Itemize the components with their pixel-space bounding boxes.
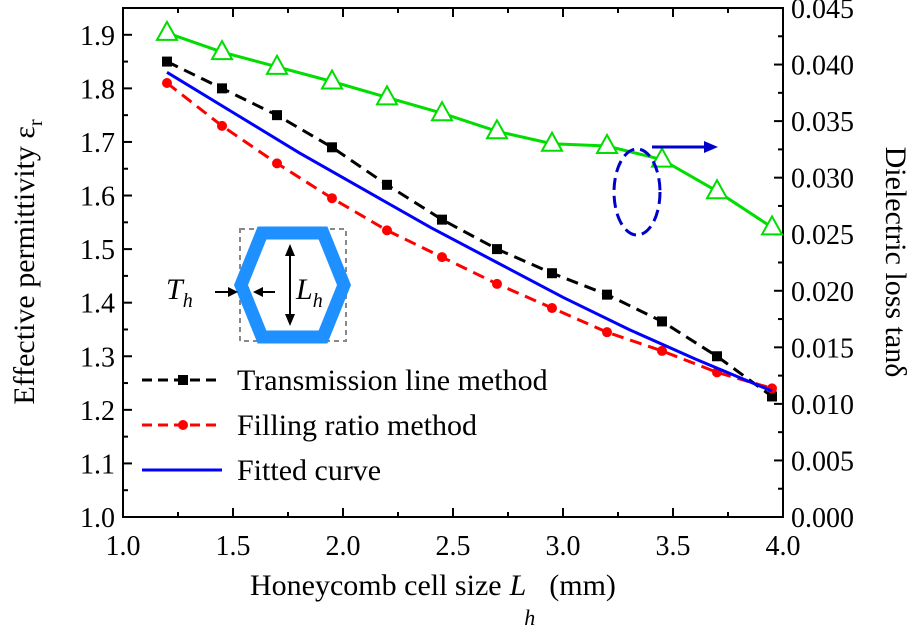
legend-label-fitted: Fitted curve	[237, 454, 381, 487]
honeycomb-inset: Th Lh	[166, 226, 352, 344]
marker-circle	[382, 225, 392, 236]
marker-triangle	[540, 130, 564, 152]
y2-tick-label: 0.040	[791, 51, 854, 82]
inset-Th-arrowhead-left-icon	[228, 287, 238, 297]
inset-Lh-arrow-top-icon	[285, 244, 295, 256]
legend-item-transmission: Transmission line method	[142, 364, 548, 397]
legend-marker-square	[178, 375, 188, 385]
y-axis-label: Effective permittivity εr	[8, 119, 47, 405]
axis-ticks: 1.0 1.5 2.0 2.5 3.0 3.5 4.0 1.0 1.1 1.2 1.3 1.4 1.5 1…	[80, 0, 854, 562]
legend-item-fitted: Fitted curve	[142, 454, 381, 487]
marker-square	[382, 179, 392, 190]
marker-triangle	[265, 53, 289, 75]
x-tick-label: 1.0	[106, 531, 141, 562]
marker-circle	[327, 193, 337, 204]
marker-square	[492, 244, 502, 255]
x-tick-label: 3.5	[656, 531, 691, 562]
marker-triangle	[210, 39, 234, 61]
y2-tick-label: 0.000	[791, 503, 854, 534]
y-tick-label: 1.5	[80, 235, 115, 266]
marker-circle	[162, 78, 172, 89]
y-tick-label: 1.7	[80, 128, 115, 159]
marker-square	[272, 110, 282, 121]
y-tick-label: 1.3	[80, 342, 115, 373]
y2-tick-label: 0.010	[791, 390, 854, 421]
marker-square	[547, 268, 557, 279]
y-tick-label: 1.8	[80, 74, 115, 105]
marker-circle	[437, 252, 447, 263]
inset-Lh-arrow-bottom-icon	[285, 314, 295, 326]
x-tick-label: 2.0	[326, 531, 361, 562]
y2-tick-label: 0.025	[791, 220, 854, 251]
series-layer	[155, 19, 784, 402]
marker-triangle	[485, 118, 509, 140]
y-tick-label: 1.2	[80, 396, 115, 427]
y2-tick-label: 0.045	[791, 0, 854, 25]
series-line-2	[166, 71, 773, 393]
marker-circle	[657, 345, 667, 356]
inset-hexagon-icon	[233, 226, 352, 344]
marker-triangle	[155, 19, 179, 41]
marker-circle	[547, 303, 557, 314]
marker-square	[602, 289, 612, 300]
marker-square	[327, 142, 337, 153]
y2-tick-label: 0.015	[791, 333, 854, 364]
inset-Lh-label: Lh	[295, 273, 323, 312]
legend-marker-circle	[178, 420, 188, 430]
marker-circle	[217, 120, 227, 131]
marker-triangle	[430, 100, 454, 122]
marker-triangle	[760, 214, 784, 236]
series-line-0	[166, 60, 773, 398]
right-axis-indicator	[612, 141, 718, 237]
y-axis-label-sub: r	[25, 119, 47, 126]
legend-label-filling: Filling ratio method	[237, 409, 477, 442]
y2-tick-label: 0.020	[791, 277, 854, 308]
marker-triangle	[650, 146, 674, 168]
x-tick-label: 2.5	[436, 531, 471, 562]
y-tick-label: 1.1	[80, 449, 115, 480]
y-tick-label: 1.9	[80, 21, 115, 52]
legend-item-filling: Filling ratio method	[142, 409, 477, 442]
marker-square	[162, 56, 172, 67]
marker-square	[217, 83, 227, 94]
indicator-arrowhead-icon	[704, 141, 718, 153]
y-tick-label: 1.0	[80, 503, 115, 534]
legend-label-transmission: Transmission line method	[237, 364, 548, 397]
y-tick-label: 1.6	[80, 182, 115, 213]
series-line-3	[166, 31, 773, 229]
legend: Transmission line method Filling ratio m…	[142, 364, 548, 487]
marker-triangle	[705, 178, 729, 200]
marker-circle	[602, 327, 612, 338]
y-tick-label: 1.4	[80, 289, 115, 320]
marker-triangle	[320, 68, 344, 90]
x-tick-label: 3.0	[546, 531, 581, 562]
marker-square	[437, 214, 447, 225]
marker-square	[657, 316, 667, 327]
marker-square	[712, 351, 722, 362]
y2-tick-label: 0.005	[791, 446, 854, 477]
series-line-1	[166, 81, 773, 390]
indicator-ellipse	[612, 147, 662, 237]
marker-circle	[272, 158, 282, 169]
y2-tick-label: 0.030	[791, 164, 854, 195]
marker-circle	[492, 278, 502, 289]
x-tick-label: 1.5	[216, 531, 251, 562]
y2-tick-label: 0.035	[791, 107, 854, 138]
marker-square	[767, 391, 777, 402]
x-axis-label-sub: h	[524, 605, 535, 630]
x-tick-label: 4.0	[766, 531, 801, 562]
inset-Th-arrowhead-right-icon	[253, 287, 263, 297]
marker-triangle	[595, 132, 619, 154]
inset-Th-label: Th	[166, 273, 193, 312]
marker-triangle	[375, 84, 399, 106]
y2-axis-label: Dielectric loss tanδ	[879, 147, 912, 378]
